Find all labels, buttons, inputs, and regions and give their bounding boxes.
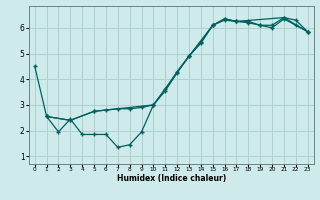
X-axis label: Humidex (Indice chaleur): Humidex (Indice chaleur) [116, 174, 226, 183]
